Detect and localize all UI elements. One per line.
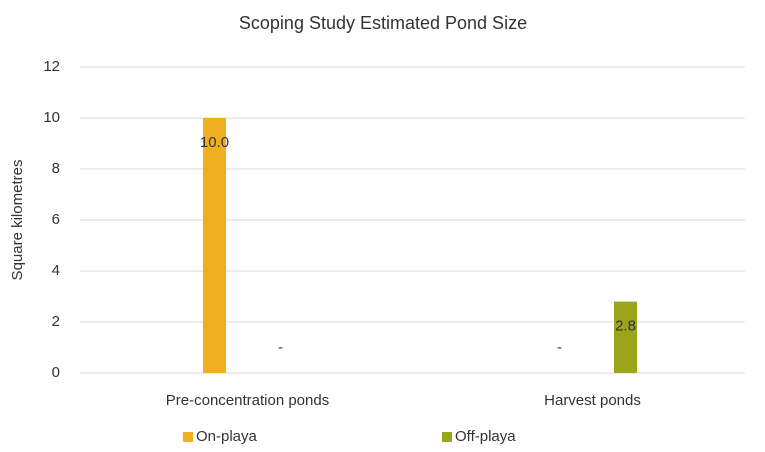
legend-label: Off-playa — [455, 428, 516, 445]
y-tick-label: 8 — [52, 160, 60, 177]
legend-swatch — [442, 432, 452, 442]
x-tick-label: Pre-concentration ponds — [166, 392, 329, 409]
legend-swatch — [183, 432, 193, 442]
data-label: 2.8 — [615, 318, 636, 335]
data-label: - — [278, 339, 283, 356]
bar — [614, 301, 637, 373]
y-axis-title: Square kilometres — [9, 160, 26, 281]
y-tick-label: 2 — [52, 313, 60, 330]
legend-label: On-playa — [196, 428, 258, 445]
data-label: - — [557, 339, 562, 356]
chart-title: Scoping Study Estimated Pond Size — [239, 13, 527, 33]
bar — [203, 118, 226, 373]
y-tick-label: 4 — [52, 262, 60, 279]
data-label: 10.0 — [200, 134, 229, 151]
y-tick-label: 12 — [43, 58, 60, 75]
x-tick-label: Harvest ponds — [544, 392, 641, 409]
y-tick-label: 6 — [52, 211, 60, 228]
y-tick-label: 0 — [52, 364, 60, 381]
y-tick-label: 10 — [43, 109, 60, 126]
